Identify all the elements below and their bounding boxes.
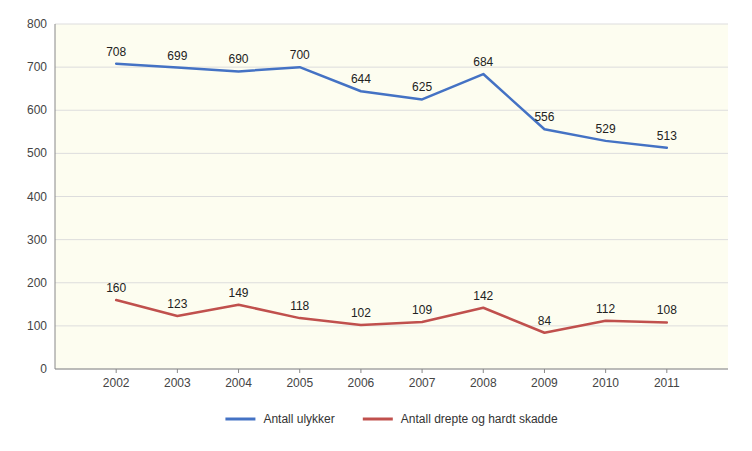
series-line — [116, 64, 667, 148]
x-tick-label: 2007 — [409, 376, 436, 390]
data-label: 700 — [290, 48, 310, 62]
y-tick-label: 200 — [27, 276, 47, 290]
chart: 0 100 200 300 400 500 600 700 800 2002 2003 2004 200… — [0, 0, 752, 451]
x-tick — [360, 369, 361, 373]
data-label: 123 — [167, 297, 187, 311]
x-tick-label: 2008 — [470, 376, 497, 390]
data-label: 529 — [596, 122, 616, 136]
data-label: 149 — [229, 286, 249, 300]
x-tick — [422, 369, 423, 373]
data-label: 644 — [351, 72, 371, 86]
legend-swatch — [363, 418, 393, 421]
legend-item: Antall drepte og hardt skadde — [363, 412, 558, 426]
grid-line — [55, 153, 728, 154]
x-tick-label: 2011 — [654, 376, 680, 390]
data-label: 108 — [657, 303, 677, 317]
x-tick-label: 2010 — [592, 376, 619, 390]
data-label: 109 — [412, 303, 432, 317]
data-labels: 708 699 690 700 644 625 684 556 529 513 160 123 149 1… — [106, 45, 677, 328]
data-label: 708 — [106, 45, 126, 59]
data-label: 690 — [229, 52, 249, 66]
data-label: 142 — [473, 289, 493, 303]
x-tick — [483, 369, 484, 373]
x-tick — [238, 369, 239, 373]
grid-line — [55, 24, 728, 25]
lines — [116, 64, 667, 333]
data-label: 118 — [290, 299, 309, 313]
y-tick-label: 400 — [27, 190, 47, 204]
data-label: 556 — [534, 110, 554, 124]
data-label: 625 — [412, 80, 432, 94]
x-tick — [544, 369, 545, 373]
data-label: 684 — [473, 55, 493, 69]
x-tick — [177, 369, 178, 373]
y-tick-label: 0 — [40, 362, 47, 376]
data-label: 160 — [106, 281, 126, 295]
data-label: 84 — [538, 314, 552, 328]
data-label: 112 — [596, 302, 615, 316]
chart-container: 0 100 200 300 400 500 600 700 800 2002 2003 2004 200… — [0, 0, 752, 451]
x-tick-label: 2004 — [225, 376, 252, 390]
x-tick-label: 2002 — [103, 376, 130, 390]
y-tick-label: 700 — [27, 60, 47, 74]
y-tick-label: 300 — [27, 233, 47, 247]
legend-item: Antall ulykker — [225, 412, 334, 426]
grid-line — [55, 110, 728, 111]
series-line — [116, 300, 667, 333]
legend: Antall ulykker Antall drepte og hardt ska… — [225, 412, 557, 426]
y-grid — [55, 24, 728, 369]
data-label: 513 — [657, 129, 677, 143]
x-tick — [605, 369, 606, 373]
grid-line — [55, 239, 728, 240]
plot-background — [55, 24, 728, 369]
x-axis-line — [55, 369, 728, 370]
data-label: 699 — [167, 49, 187, 63]
grid-line — [55, 325, 728, 326]
x-tick-label: 2006 — [348, 376, 375, 390]
x-tick — [299, 369, 300, 373]
grid-line — [55, 282, 728, 283]
legend-label: Antall drepte og hardt skadde — [401, 412, 558, 426]
y-tick-label: 100 — [27, 319, 47, 333]
grid-line — [55, 369, 728, 370]
legend-label: Antall ulykker — [263, 412, 334, 426]
x-tick — [116, 369, 117, 373]
y-tick-label: 600 — [27, 103, 47, 117]
x-tick-label: 2005 — [286, 376, 313, 390]
x-tick — [666, 369, 667, 373]
x-tick-label: 2003 — [164, 376, 191, 390]
y-axis-line — [55, 24, 56, 369]
y-tick-label: 800 — [27, 17, 47, 31]
x-tick-label: 2009 — [531, 376, 558, 390]
legend-swatch — [225, 418, 255, 421]
y-tick-label: 500 — [27, 146, 47, 160]
grid-line — [55, 196, 728, 197]
data-label: 102 — [351, 306, 371, 320]
